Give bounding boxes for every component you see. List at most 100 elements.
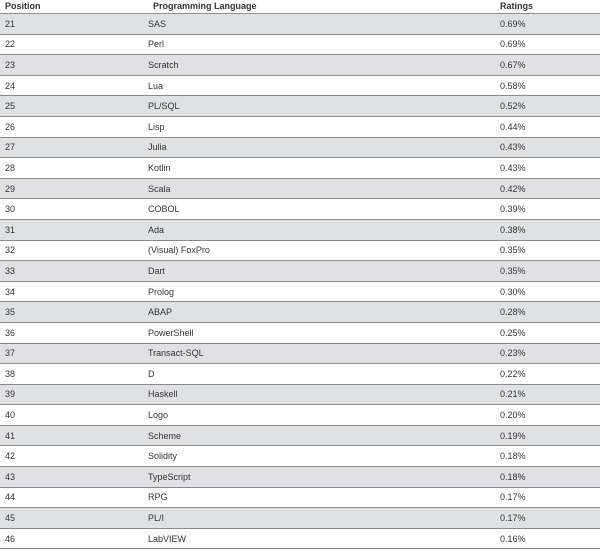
rating-cell: 0.67%	[500, 54, 600, 76]
rating-cell: 0.43%	[500, 157, 600, 179]
table-row: 37 Transact-SQL 0.23%	[0, 343, 600, 365]
table-row: 38 D 0.22%	[0, 363, 600, 385]
column-header-language: Programming Language	[148, 0, 500, 14]
language-cell: Scheme	[148, 425, 500, 447]
table-row: 40 Logo 0.20%	[0, 404, 600, 426]
language-cell: PL/SQL	[148, 95, 500, 117]
language-cell: Logo	[148, 404, 500, 426]
rating-cell: 0.69%	[500, 34, 600, 56]
position-cell: 27	[0, 137, 148, 159]
rating-cell: 0.25%	[500, 322, 600, 344]
language-cell: Solidity	[148, 445, 500, 468]
rating-cell: 0.23%	[500, 343, 600, 365]
rating-cell: 0.19%	[500, 425, 600, 447]
position-cell: 40	[0, 404, 148, 426]
position-cell: 32	[0, 240, 148, 262]
position-cell: 44	[0, 487, 148, 509]
column-header-position: Position	[0, 0, 148, 14]
language-cell: LabVIEW	[148, 528, 500, 550]
table-row: 35 ABAP 0.28%	[0, 301, 600, 323]
position-cell: 24	[0, 75, 148, 97]
rating-cell: 0.52%	[500, 95, 600, 117]
position-cell: 34	[0, 281, 148, 303]
rating-cell: 0.35%	[500, 260, 600, 282]
rating-cell: 0.42%	[500, 178, 600, 200]
position-cell: 45	[0, 507, 148, 529]
language-cell: Transact-SQL	[148, 343, 500, 365]
table-row: 22 Perl 0.69%	[0, 34, 600, 56]
table-row: 31 Ada 0.38%	[0, 219, 600, 241]
rating-cell: 0.39%	[500, 198, 600, 220]
language-cell: RPG	[148, 487, 500, 509]
table-row: 27 Julia 0.43%	[0, 137, 600, 159]
rating-cell: 0.18%	[500, 466, 600, 488]
language-cell: TypeScript	[148, 466, 500, 488]
table-row: 28 Kotlin 0.43%	[0, 157, 600, 179]
language-cell: Julia	[148, 137, 500, 159]
rating-cell: 0.69%	[500, 13, 600, 35]
table-row: 39 Haskell 0.21%	[0, 384, 600, 406]
table-row: 25 PL/SQL 0.52%	[0, 95, 600, 117]
language-cell: SAS	[148, 13, 500, 35]
header-row: Position Programming Language Ratings	[0, 0, 600, 14]
language-cell: D	[148, 363, 500, 385]
column-header-ratings: Ratings	[500, 0, 600, 14]
position-cell: 28	[0, 157, 148, 179]
language-cell: (Visual) FoxPro	[148, 240, 500, 262]
language-cell: Lisp	[148, 116, 500, 138]
table-row: 21 SAS 0.69%	[0, 13, 600, 35]
table-row: 45 PL/I 0.17%	[0, 507, 600, 529]
language-cell: Dart	[148, 260, 500, 282]
table-row: 41 Scheme 0.19%	[0, 425, 600, 447]
table-row: 34 Prolog 0.30%	[0, 281, 600, 303]
rating-cell: 0.38%	[500, 219, 600, 241]
table-header: Position Programming Language Ratings	[0, 0, 600, 14]
table-row: 46 LabVIEW 0.16%	[0, 528, 600, 550]
rating-cell: 0.17%	[500, 507, 600, 529]
position-cell: 42	[0, 445, 148, 468]
rating-cell: 0.30%	[500, 281, 600, 303]
language-cell: PowerShell	[148, 322, 500, 344]
position-cell: 41	[0, 425, 148, 447]
table-row: 32 (Visual) FoxPro 0.35%	[0, 240, 600, 262]
position-cell: 26	[0, 116, 148, 138]
rating-cell: 0.43%	[500, 137, 600, 159]
table-row: 36 PowerShell 0.25%	[0, 322, 600, 344]
language-cell: Perl	[148, 34, 500, 56]
rating-cell: 0.28%	[500, 301, 600, 323]
rating-cell: 0.20%	[500, 404, 600, 426]
table-row: 42 Solidity 0.18%	[0, 445, 600, 468]
language-cell: Ada	[148, 219, 500, 241]
language-cell: Haskell	[148, 384, 500, 406]
table-body: 21 SAS 0.69% 22 Perl 0.69% 23 Scratch 0.67% 24 Lua…	[0, 13, 600, 550]
position-cell: 38	[0, 363, 148, 385]
position-cell: 46	[0, 528, 148, 550]
language-cell: Prolog	[148, 281, 500, 303]
position-cell: 23	[0, 54, 148, 76]
language-cell: Scala	[148, 178, 500, 200]
rating-cell: 0.21%	[500, 384, 600, 406]
rating-cell: 0.44%	[500, 116, 600, 138]
position-cell: 37	[0, 343, 148, 365]
position-cell: 31	[0, 219, 148, 241]
position-cell: 29	[0, 178, 148, 200]
language-cell: Lua	[148, 75, 500, 97]
language-cell: ABAP	[148, 301, 500, 323]
language-cell: Kotlin	[148, 157, 500, 179]
table-row: 29 Scala 0.42%	[0, 178, 600, 200]
rating-cell: 0.17%	[500, 487, 600, 509]
table-row: 24 Lua 0.58%	[0, 75, 600, 97]
rating-cell: 0.35%	[500, 240, 600, 262]
table-row: 26 Lisp 0.44%	[0, 116, 600, 138]
position-cell: 43	[0, 466, 148, 488]
position-cell: 21	[0, 13, 148, 35]
position-cell: 22	[0, 34, 148, 56]
position-cell: 35	[0, 301, 148, 323]
rating-cell: 0.58%	[500, 75, 600, 97]
table-row: 33 Dart 0.35%	[0, 260, 600, 282]
table-row: 44 RPG 0.17%	[0, 487, 600, 509]
rating-cell: 0.18%	[500, 445, 600, 468]
table-row: 30 COBOL 0.39%	[0, 198, 600, 220]
language-cell: Scratch	[148, 54, 500, 76]
